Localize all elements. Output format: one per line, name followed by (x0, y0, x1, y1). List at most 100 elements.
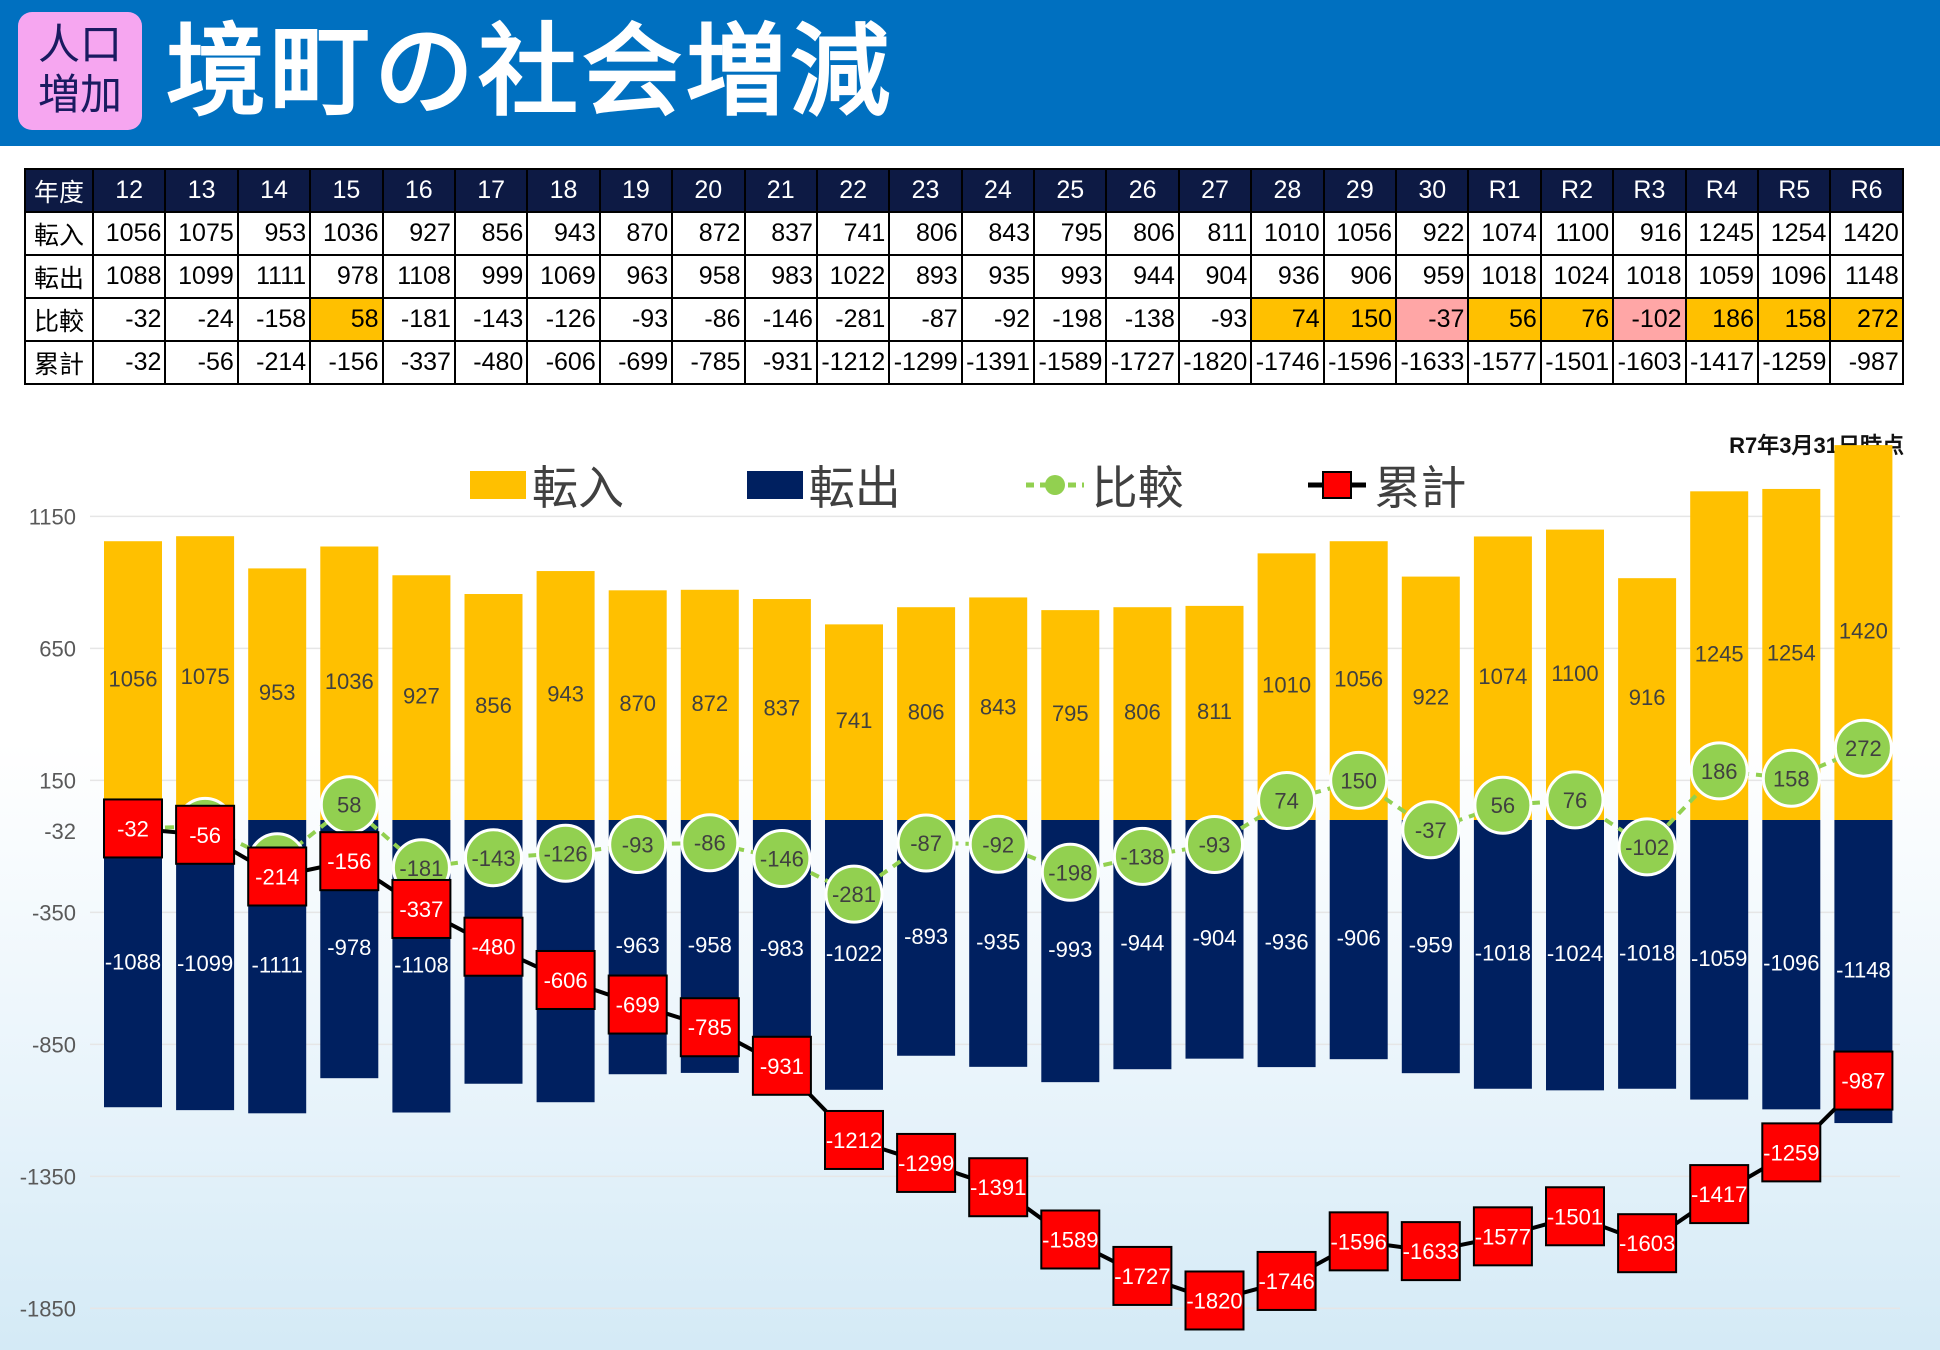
cell-cumulative: -1589 (1033, 340, 1108, 385)
cell-transfer-in: 916 (1612, 211, 1687, 256)
marker-cumulative (535, 949, 596, 1010)
data-label-transfer-in: 795 (1052, 701, 1089, 726)
cell-transfer-in: 806 (1105, 211, 1180, 256)
cell-comparison: 272 (1829, 297, 1904, 342)
cell-comparison: -198 (1033, 297, 1108, 342)
y-tick-label: -1850 (20, 1296, 76, 1321)
data-label-transfer-in: 837 (764, 696, 801, 721)
marker-comparison (608, 815, 668, 875)
cell-transfer-in: 1245 (1684, 211, 1759, 256)
row-label-year: 年度 (24, 168, 94, 213)
cell-transfer-in: 1074 (1467, 211, 1542, 256)
cell-year: 20 (671, 168, 746, 213)
cell-cumulative: -1501 (1539, 340, 1615, 385)
data-label-transfer-out: -1108 (394, 952, 449, 977)
legend-label-cumulative: 累計 (1374, 462, 1467, 514)
data-label-transfer-in: 1075 (181, 664, 230, 689)
data-label-comparison: -86 (694, 831, 726, 856)
marker-cumulative (1545, 1186, 1605, 1247)
cell-year: R6 (1829, 168, 1904, 213)
data-label-transfer-out: -904 (1192, 925, 1236, 950)
marker-cumulative (1400, 1221, 1461, 1282)
y-tick-label: -350 (32, 900, 76, 925)
cell-transfer-out: 936 (1250, 254, 1325, 299)
bar-transfer-in (1618, 578, 1677, 820)
cell-transfer-in: 741 (815, 211, 891, 256)
cell-comparison: -93 (598, 297, 674, 342)
cell-cumulative: -1820 (1177, 340, 1253, 385)
header-banner: 人口 増加 境町の社会増減 (0, 0, 1940, 146)
marker-cumulative (1472, 1206, 1533, 1267)
data-label-transfer-in: 1036 (325, 669, 374, 694)
data-label-transfer-in: 856 (475, 693, 512, 718)
cell-transfer-in: 1036 (309, 211, 384, 256)
row-label-transfer-in: 転入 (24, 211, 94, 256)
data-label-transfer-in: 811 (1197, 699, 1232, 724)
marker-comparison (896, 813, 956, 873)
legend-swatch-out (746, 471, 803, 499)
cell-comparison: 186 (1684, 297, 1759, 342)
cell-transfer-in: 927 (381, 211, 456, 256)
data-label-comparison: -93 (622, 833, 654, 858)
row-label-comparison: 比較 (24, 297, 94, 342)
data-label-transfer-in: 1010 (1262, 673, 1311, 698)
cell-comparison: -37 (1395, 297, 1470, 342)
cell-transfer-in: 872 (671, 211, 746, 256)
marker-comparison (536, 823, 596, 883)
data-table: 年度 12 13 14 15 16 17 18 19 20 21 22 23 24 25 26 27 28 29 30… (24, 168, 1904, 385)
cell-comparison: 76 (1539, 297, 1615, 342)
marker-cumulative (1689, 1164, 1750, 1225)
cell-transfer-out: 958 (671, 254, 746, 299)
marker-comparison (1617, 817, 1677, 877)
data-label-transfer-in: 1056 (1334, 667, 1383, 692)
data-label-comparison: -37 (1415, 818, 1447, 843)
data-label-transfer-in: 927 (403, 684, 440, 709)
data-label-transfer-out: -963 (616, 933, 660, 958)
cell-year: 23 (888, 168, 963, 213)
data-label-transfer-in: 1245 (1695, 642, 1744, 667)
cell-year: 19 (598, 168, 674, 213)
cell-comparison: 58 (309, 297, 384, 342)
cell-year: 14 (236, 168, 312, 213)
table-row-comparison: 比較 -32 -24 -158 58 -181 -143 -126 -93 -86 -146 -281… (24, 297, 1904, 342)
bar-transfer-out (1690, 820, 1749, 1100)
data-label-transfer-out: -1018 (1619, 940, 1675, 965)
cell-transfer-out: 1018 (1467, 254, 1542, 299)
data-label-transfer-out: -1088 (105, 950, 161, 975)
cell-cumulative: -1596 (1322, 340, 1398, 385)
data-label-transfer-in: 1100 (1551, 661, 1598, 686)
bar-transfer-in (752, 599, 811, 820)
cell-cumulative: -32 (91, 340, 167, 385)
cell-cumulative: -337 (381, 340, 456, 385)
cell-year: 21 (743, 168, 818, 213)
data-label-comparison: -92 (982, 832, 1014, 857)
data-label-comparison: 74 (1274, 788, 1298, 813)
bar-transfer-out (1546, 820, 1604, 1091)
population-chart: 1150 650 150 -32 -350 -850 -1350 -1850 1056 1075 9… (20, 445, 1900, 1331)
marker-cumulative (679, 997, 740, 1058)
badge-line-1: 人口 (37, 21, 122, 68)
marker-cumulative (1833, 1050, 1894, 1111)
row-label-transfer-out: 転出 (24, 254, 94, 299)
marker-cumulative (607, 974, 668, 1035)
marker-comparison (1329, 750, 1389, 810)
data-label-comparison: 186 (1701, 759, 1738, 784)
cell-year: 26 (1105, 168, 1180, 213)
marker-cumulative (751, 1035, 812, 1096)
cell-year: 29 (1322, 168, 1398, 213)
cell-year: 17 (453, 168, 529, 213)
data-label-cumulative: -56 (189, 823, 221, 848)
cell-cumulative: -931 (743, 340, 818, 385)
data-label-cumulative: -987 (1841, 1069, 1885, 1094)
data-label-cumulative: -1603 (1619, 1231, 1675, 1256)
bar-transfer-in (104, 541, 162, 820)
cell-comparison: -143 (453, 297, 529, 342)
bar-transfer-in (1185, 605, 1244, 820)
marker-comparison (824, 864, 884, 924)
cell-cumulative: -156 (309, 340, 384, 385)
cell-transfer-out: 893 (888, 254, 963, 299)
cell-comparison: -32 (91, 297, 167, 342)
marker-cumulative (463, 916, 524, 977)
cell-cumulative: -1212 (815, 340, 891, 385)
cell-transfer-out: 983 (743, 254, 818, 299)
